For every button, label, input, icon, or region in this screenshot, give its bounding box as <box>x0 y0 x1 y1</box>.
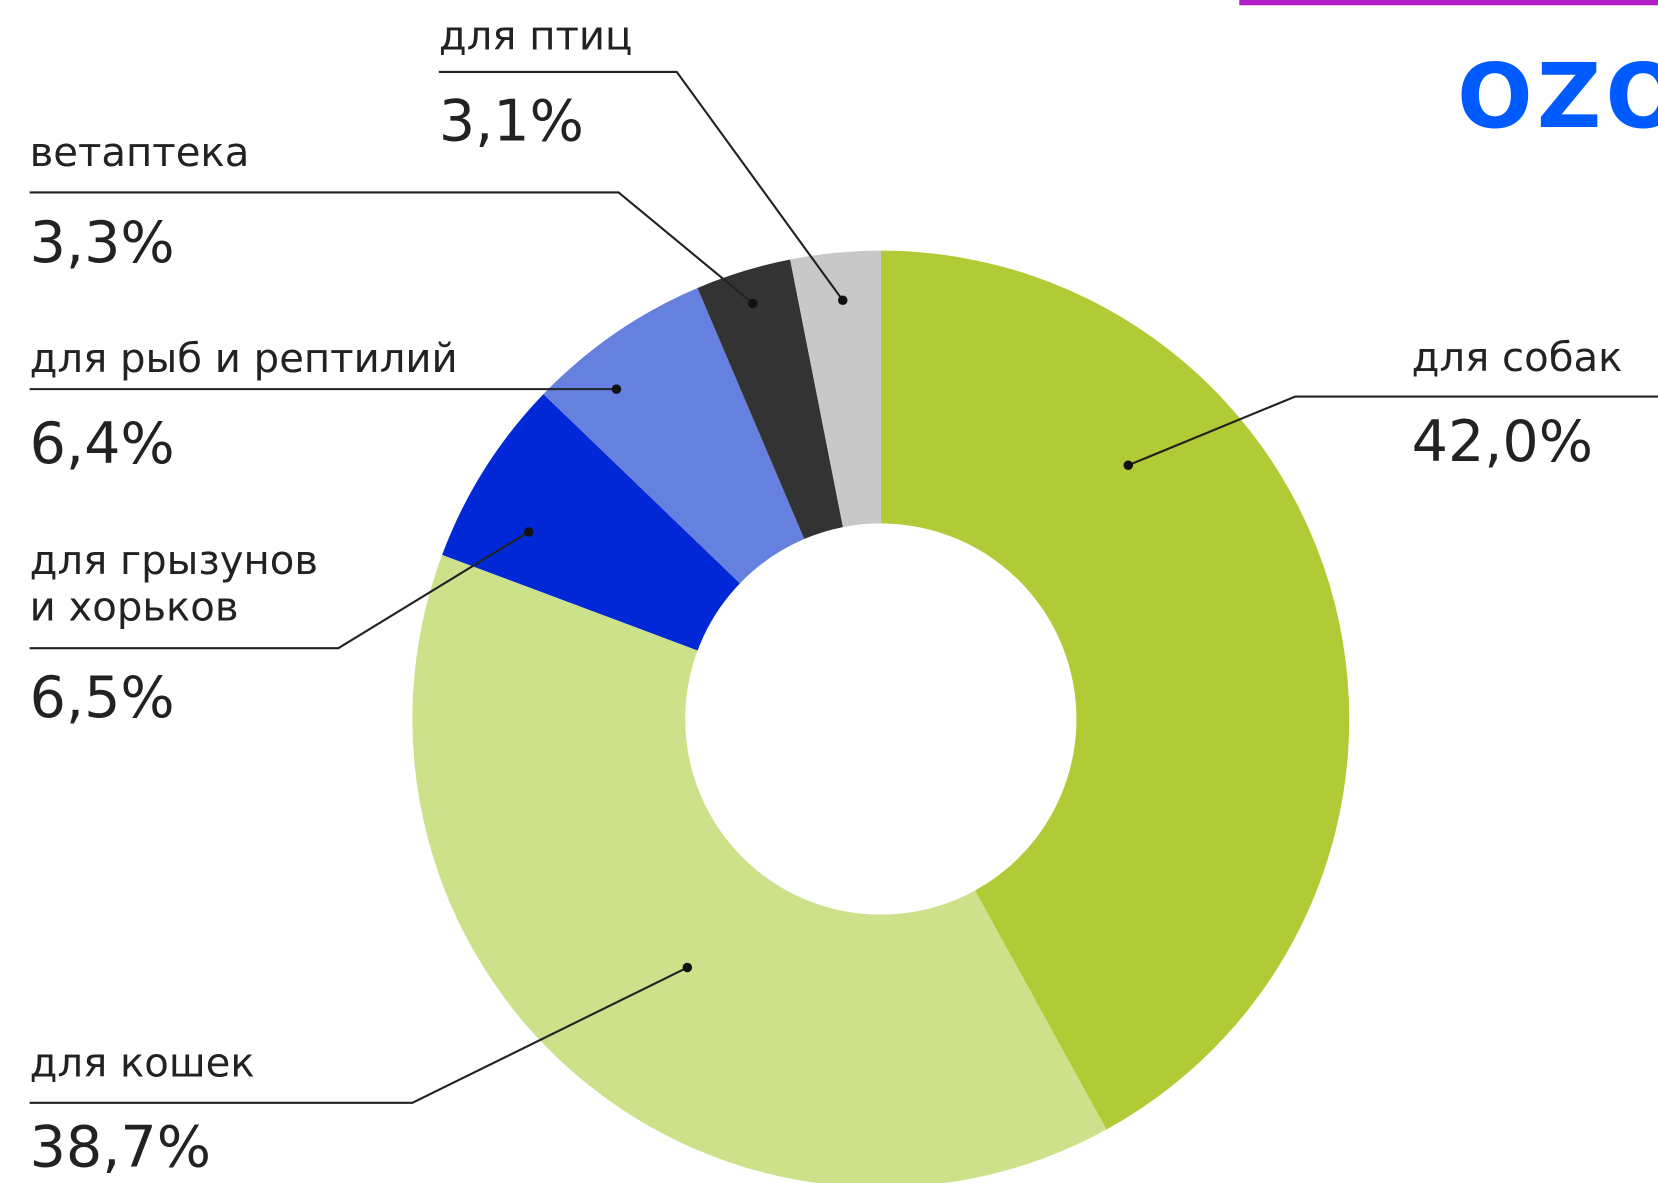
leader-dot <box>837 295 848 306</box>
leader-line <box>29 530 530 650</box>
category-label: для птиц <box>438 12 633 60</box>
category-label: ветаптека <box>29 129 250 176</box>
category-label: для собак <box>1411 334 1623 381</box>
category-label: для грызунов и хорьков <box>29 537 319 631</box>
value-label: 3,1% <box>438 87 584 155</box>
leader-line <box>29 966 688 1104</box>
logo: OZON <box>1457 44 1658 149</box>
leader-dot <box>1123 460 1134 471</box>
leader-dot <box>523 527 534 537</box>
donut-segment <box>790 250 881 528</box>
value-label: 6,4% <box>29 410 175 477</box>
leader-line <box>438 70 844 301</box>
donut-segment <box>412 554 1107 1183</box>
value-label: 38,7% <box>29 1113 212 1181</box>
value-label: 6,5% <box>29 664 175 731</box>
donut-segment <box>442 394 740 651</box>
value-label: 3,3% <box>29 209 175 276</box>
brand-bar <box>1239 0 1658 6</box>
leader-dot <box>748 298 758 309</box>
category-label: для кошек <box>29 1039 255 1086</box>
leader-dot <box>682 962 693 973</box>
donut-segment <box>880 250 1350 1130</box>
donut-segment <box>697 259 843 540</box>
category-label: для рыб и рептилий <box>29 335 458 382</box>
donut-segment <box>543 287 805 584</box>
value-label: 42,0% <box>1411 408 1594 475</box>
leader-line <box>1127 395 1658 467</box>
leader-dot <box>611 384 622 394</box>
leader-line <box>29 191 754 305</box>
